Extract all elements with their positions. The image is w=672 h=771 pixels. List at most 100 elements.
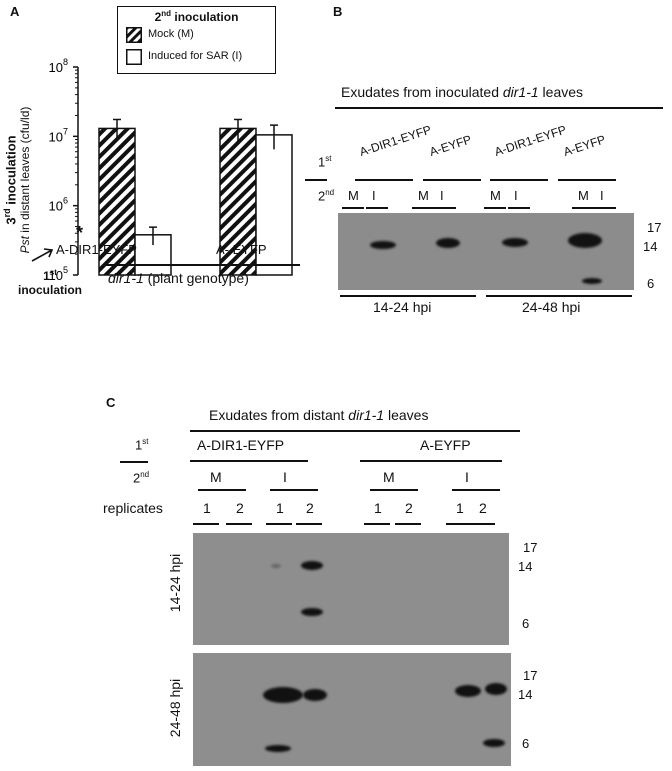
panel-b-lane-line: [594, 207, 616, 209]
band: [582, 278, 602, 284]
band: [265, 745, 291, 752]
category-label-1: A-DIR1-EYFP: [56, 242, 137, 257]
panel-b-blot: [338, 213, 634, 290]
band: [303, 689, 327, 701]
panel-b-group-line-3: [490, 179, 548, 181]
panel-c-blot2: [193, 653, 511, 766]
panel-b-lane-line: [366, 207, 388, 209]
panel-b-lane-line: [434, 207, 456, 209]
panel-c-treatment-line: [370, 489, 418, 491]
panel-c-row-divider: [120, 461, 148, 463]
panel-c-blot2-label-wrap: 24-48 hpi: [160, 655, 190, 765]
panel-b-mw-6: 6: [647, 276, 655, 291]
band: [370, 241, 396, 249]
panel-c-blot1-mw-17: 17: [523, 540, 538, 555]
panel-b-group-2: A-EYFP: [427, 132, 474, 159]
replicate-label: 2: [306, 500, 314, 516]
panel-b-mw-14: 14: [643, 239, 658, 254]
panel-b-row-divider: [305, 179, 327, 181]
panel-b-timepoint-2: 24-48 hpi: [522, 299, 581, 315]
bar-chart: 105 106 107 108: [49, 57, 293, 283]
replicate-line: [296, 523, 322, 525]
panel-b-lane-label: I: [440, 188, 444, 203]
timepoint-line-2: [486, 295, 632, 297]
band: [436, 238, 460, 248]
timepoint-line-1: [340, 295, 476, 297]
panel-c-blot1-label: 14-24 hpi: [167, 553, 183, 613]
panel-b-row2-label: 2nd: [318, 188, 335, 204]
panel-b-lane-label: M: [578, 188, 589, 203]
y-tick-label: 106: [49, 196, 68, 214]
panel-a-letter: A: [10, 4, 20, 19]
first-inoculation-label: 1st inoculation: [18, 268, 82, 297]
panel-c-group-2: A-EYFP: [420, 437, 471, 453]
replicate-label: 1: [203, 500, 211, 516]
panel-c-blot2-mw-6: 6: [522, 736, 530, 751]
band: [301, 561, 323, 570]
replicate-line: [446, 523, 472, 525]
panel-b-group-1: A-DIR1-EYFP: [357, 122, 434, 159]
band: [301, 608, 323, 616]
replicate-label: 1: [456, 500, 464, 516]
panel-c-title-line: [190, 430, 520, 432]
panel-b-group-4: A-EYFP: [561, 132, 608, 159]
panel-c-blot1-mw-6: 6: [522, 616, 530, 631]
panel-c-treatment-1: M: [210, 469, 222, 485]
panel-b-title-line: [335, 107, 663, 109]
panel-b-group-line-2: [423, 179, 481, 181]
panel-b-group-3: A-DIR1-EYFP: [492, 122, 569, 159]
panel-b-lane-label: M: [348, 188, 359, 203]
replicate-line: [226, 523, 252, 525]
panel-b-lane-label: I: [600, 188, 604, 203]
replicate-label: 1: [276, 500, 284, 516]
panel-b-mw-17: 17: [647, 220, 662, 235]
panel-b-lane-line: [484, 207, 506, 209]
legend-induced-label: Induced for SAR (I): [148, 50, 243, 62]
legend-mock-swatch: [126, 27, 142, 43]
panel-c-blot1: [193, 533, 509, 645]
panel-c-blot2-mw-17: 17: [523, 668, 538, 683]
panel-c-blot1-label-wrap: 14-24 hpi: [160, 530, 190, 640]
panel-c-blot2-label: 24-48 hpi: [167, 678, 183, 738]
panel-c-blot2-mw-14: 14: [518, 687, 533, 702]
bar: [98, 127, 136, 276]
panel-c-row1-label: 1st: [135, 437, 149, 453]
band: [455, 685, 481, 697]
y-tick-label: 107: [49, 126, 68, 144]
panel-b-lane-line: [572, 207, 594, 209]
panel-b-lane-label: M: [418, 188, 429, 203]
replicates-label: replicates: [103, 500, 163, 516]
replicate-line: [364, 523, 390, 525]
panel-c-row2-label: 2nd: [133, 470, 150, 486]
genotype-line: [103, 264, 300, 266]
legend-induced-swatch: [126, 49, 142, 65]
significance-star: *: [76, 223, 84, 243]
panel-b-lane-label: M: [490, 188, 501, 203]
replicate-line: [469, 523, 495, 525]
panel-b-timepoint-1: 14-24 hpi: [373, 299, 432, 315]
band: [263, 687, 303, 703]
panel-c-letter: C: [106, 395, 116, 410]
panel-b-title: Exudates from inoculated dir1-1 leaves: [341, 84, 584, 100]
band: [483, 739, 505, 747]
panel-b-lane-label: I: [372, 188, 376, 203]
replicate-label: 1: [374, 500, 382, 516]
panel-b-letter: B: [333, 4, 343, 19]
y-tick-label: 105: [49, 265, 68, 283]
legend-box: 2nd inoculation Mock (M) Induced for SAR…: [117, 6, 276, 74]
panel-b-group-line-4: [558, 179, 616, 181]
panel-c-group-line-1: [190, 460, 308, 462]
band: [271, 564, 281, 568]
panel-b-lane-line: [342, 207, 364, 209]
panel-c-treatment-line: [270, 489, 318, 491]
replicate-line: [266, 523, 292, 525]
y-tick-label: 108: [49, 57, 68, 75]
panel-b-row1-label: 1st: [318, 154, 332, 170]
legend-mock-label: Mock (M): [148, 28, 194, 40]
panel-c-blot1-mw-14: 14: [518, 559, 533, 574]
panel-c-treatment-3: M: [383, 469, 395, 485]
panel-c-group-1: A-DIR1-EYFP: [197, 437, 285, 453]
genotype-label: dir1-1 (plant genotype): [108, 270, 249, 286]
panel-c-treatment-line: [198, 489, 246, 491]
category-label-2: A- EYFP: [216, 242, 267, 257]
